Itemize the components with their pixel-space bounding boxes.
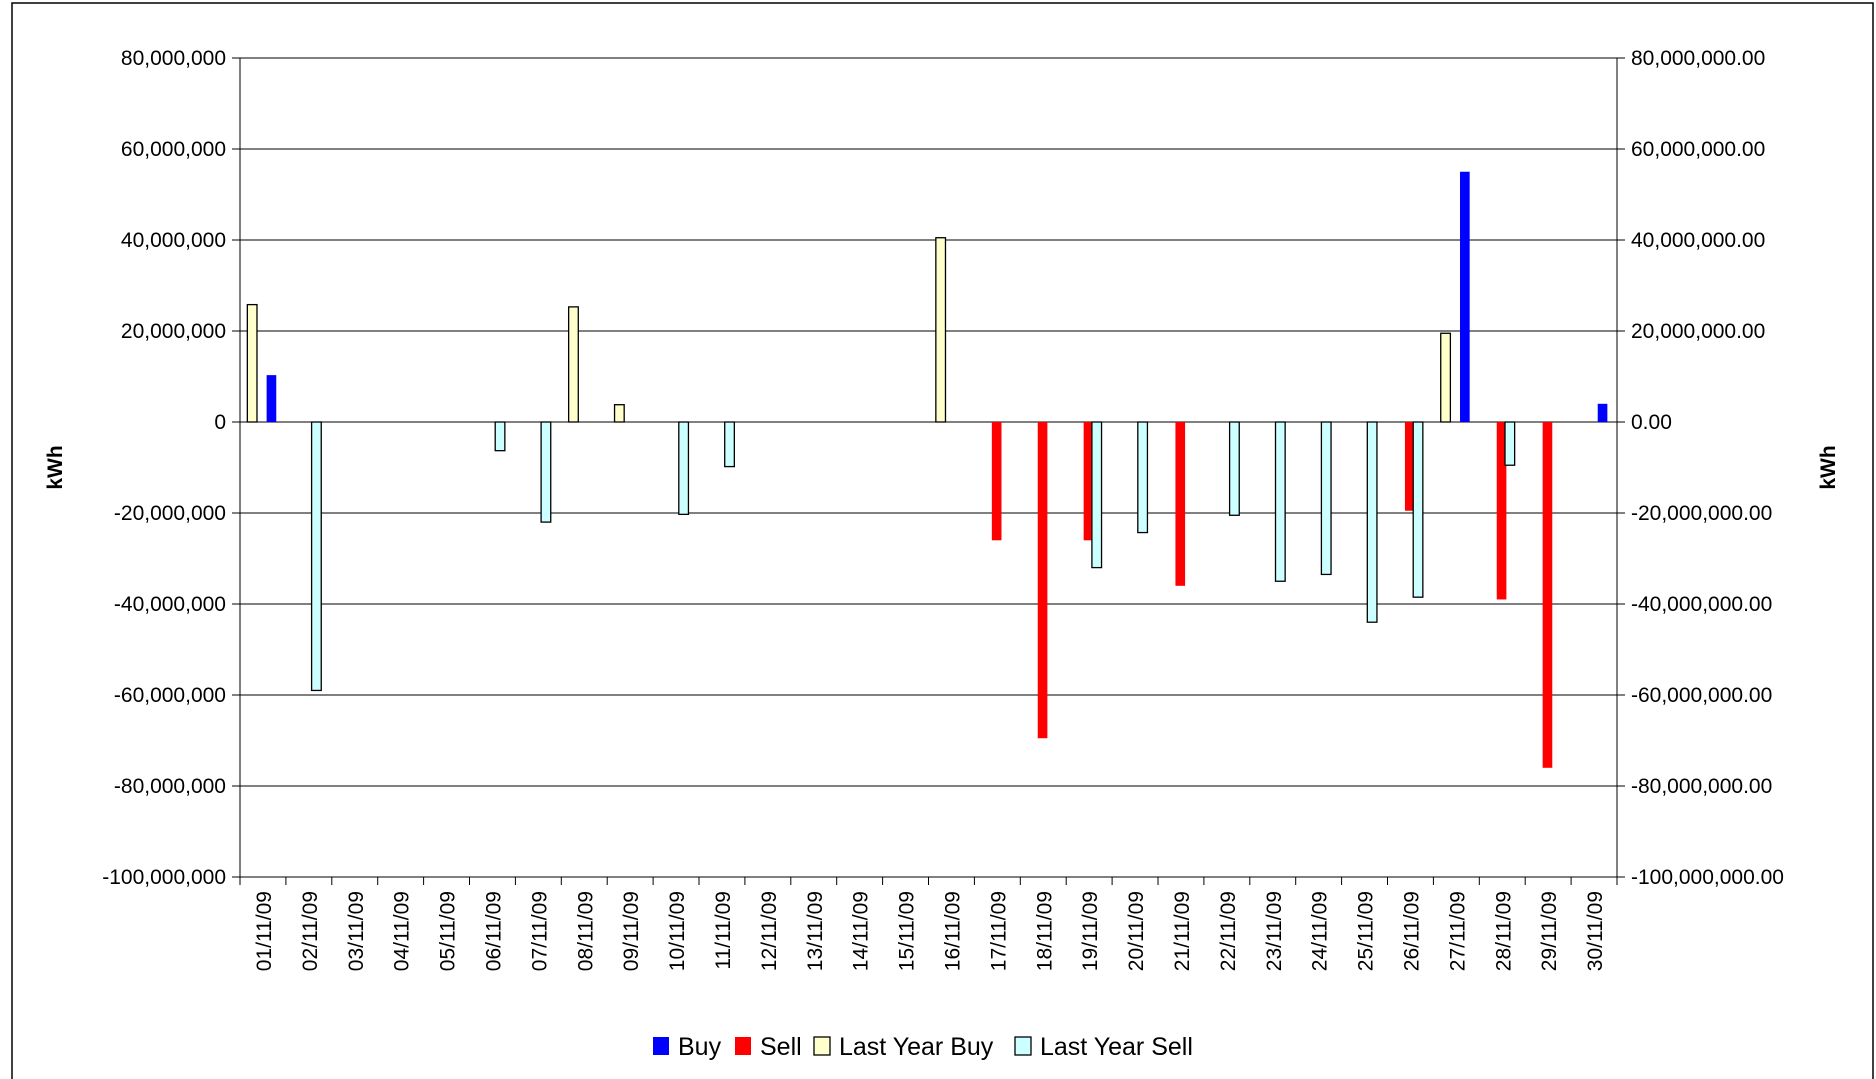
- x-tick-label: 25/11/09: [1355, 891, 1378, 971]
- y-tick-label-left: 40,000,000: [121, 229, 226, 252]
- x-tick-label: 11/11/09: [712, 891, 735, 970]
- bar-sell: [1542, 422, 1553, 768]
- bar-last-year-sell: [1504, 421, 1516, 466]
- bar-sell: [1083, 422, 1094, 541]
- y-tick-label-left: 0: [214, 411, 226, 434]
- y-tick-label-right: -40,000,000.00: [1631, 593, 1772, 616]
- legend-label: Last Year Buy: [839, 1033, 994, 1061]
- legend-swatch: [653, 1037, 669, 1055]
- bar-buy: [1597, 403, 1608, 422]
- y-tick-label-left: -40,000,000: [114, 593, 226, 616]
- bar-last-year-sell: [724, 421, 735, 468]
- x-tick-label: 20/11/09: [1125, 891, 1148, 971]
- y-tick-label-right: 0.00: [1631, 411, 1672, 434]
- bar-buy: [1460, 171, 1470, 422]
- bar-last-year-sell: [1091, 421, 1103, 569]
- x-tick-label: 26/11/09: [1400, 891, 1423, 971]
- x-tick-label: 16/11/09: [941, 891, 964, 971]
- x-tick-label: 21/11/09: [1171, 891, 1194, 971]
- y-tick-label-left: 20,000,000: [121, 320, 226, 343]
- legend-swatch: [735, 1037, 751, 1055]
- x-tick-label: 12/11/09: [758, 891, 781, 971]
- bar-sell: [1404, 422, 1415, 511]
- x-tick-label: 29/11/09: [1538, 891, 1561, 971]
- bar-last-year-sell: [678, 421, 690, 516]
- bar-last-year-sell: [540, 421, 552, 523]
- chart-border: [11, 2, 1874, 1079]
- y-tick-label-left: -80,000,000: [114, 775, 226, 798]
- x-tick-label: 15/11/09: [896, 891, 919, 971]
- x-tick-label: 24/11/09: [1309, 891, 1332, 971]
- bar-last-year-sell: [1274, 421, 1286, 582]
- legend-label: Sell: [760, 1033, 802, 1061]
- x-tick-label: 27/11/09: [1446, 891, 1469, 971]
- bar-sell: [1037, 422, 1048, 739]
- bar-last-year-sell: [494, 421, 506, 452]
- bar-last-year-sell: [310, 421, 322, 692]
- legend-swatch: [813, 1036, 831, 1056]
- x-tick-label: 08/11/09: [574, 891, 597, 971]
- legend-label: Last Year Sell: [1040, 1033, 1193, 1061]
- y-tick-label-left: 60,000,000: [121, 138, 226, 161]
- y-tick-label-right: 80,000,000.00: [1631, 47, 1765, 70]
- y-tick-label-left: -100,000,000: [102, 866, 226, 889]
- x-tick-label: 10/11/09: [666, 891, 689, 971]
- bar-sell: [1175, 422, 1186, 586]
- bar-last-year-sell: [1366, 421, 1378, 623]
- bar-sell: [991, 422, 1002, 541]
- x-tick-label: 04/11/09: [391, 891, 414, 971]
- x-tick-label: 17/11/09: [987, 891, 1010, 971]
- bar-last-year-buy: [1440, 332, 1452, 423]
- y-tick-label-right: 20,000,000.00: [1631, 320, 1765, 343]
- x-tick-label: 09/11/09: [620, 891, 643, 971]
- y-axis-title-right: kWh: [1817, 445, 1840, 489]
- x-tick-label: 30/11/09: [1584, 891, 1607, 971]
- y-tick-label-right: -20,000,000.00: [1631, 502, 1772, 525]
- y-tick-label-right: -80,000,000.00: [1631, 775, 1772, 798]
- bar-last-year-buy: [935, 237, 947, 423]
- y-tick-label-left: -60,000,000: [114, 684, 226, 707]
- bar-last-year-sell: [1412, 421, 1424, 598]
- y-tick-label-right: -100,000,000.00: [1631, 866, 1784, 889]
- x-tick-label: 06/11/09: [482, 891, 505, 971]
- bar-last-year-buy: [613, 404, 625, 423]
- y-tick-label-left: -20,000,000: [114, 502, 226, 525]
- y-axis-title-left: kWh: [44, 445, 67, 489]
- x-tick-label: 03/11/09: [345, 891, 368, 971]
- x-tick-label: 13/11/09: [804, 891, 827, 971]
- x-tick-label: 02/11/09: [299, 891, 322, 971]
- bar-last-year-buy: [246, 303, 258, 423]
- y-tick-label-left: 80,000,000: [121, 47, 226, 70]
- legend-label: Buy: [678, 1033, 722, 1061]
- x-tick-label: 18/11/09: [1033, 891, 1056, 971]
- bar-last-year-sell: [1228, 421, 1240, 516]
- bar-last-year-sell: [1137, 421, 1149, 534]
- x-tick-label: 05/11/09: [437, 891, 460, 971]
- bar-last-year-buy: [567, 306, 579, 423]
- y-tick-label-right: 60,000,000.00: [1631, 138, 1765, 161]
- x-tick-label: 19/11/09: [1079, 891, 1102, 971]
- x-tick-label: 28/11/09: [1492, 891, 1515, 971]
- y-tick-label-right: -60,000,000.00: [1631, 684, 1772, 707]
- y-tick-label-right: 40,000,000.00: [1631, 229, 1765, 252]
- x-tick-label: 01/11/09: [253, 891, 276, 971]
- x-tick-label: 14/11/09: [850, 891, 873, 971]
- bar-sell: [1496, 422, 1507, 600]
- x-tick-label: 07/11/09: [528, 891, 551, 971]
- bar-last-year-sell: [1320, 421, 1332, 576]
- x-tick-label: 22/11/09: [1217, 891, 1240, 971]
- bar-buy: [266, 375, 277, 422]
- x-tick-label: 23/11/09: [1263, 891, 1286, 971]
- legend-swatch: [1014, 1036, 1032, 1056]
